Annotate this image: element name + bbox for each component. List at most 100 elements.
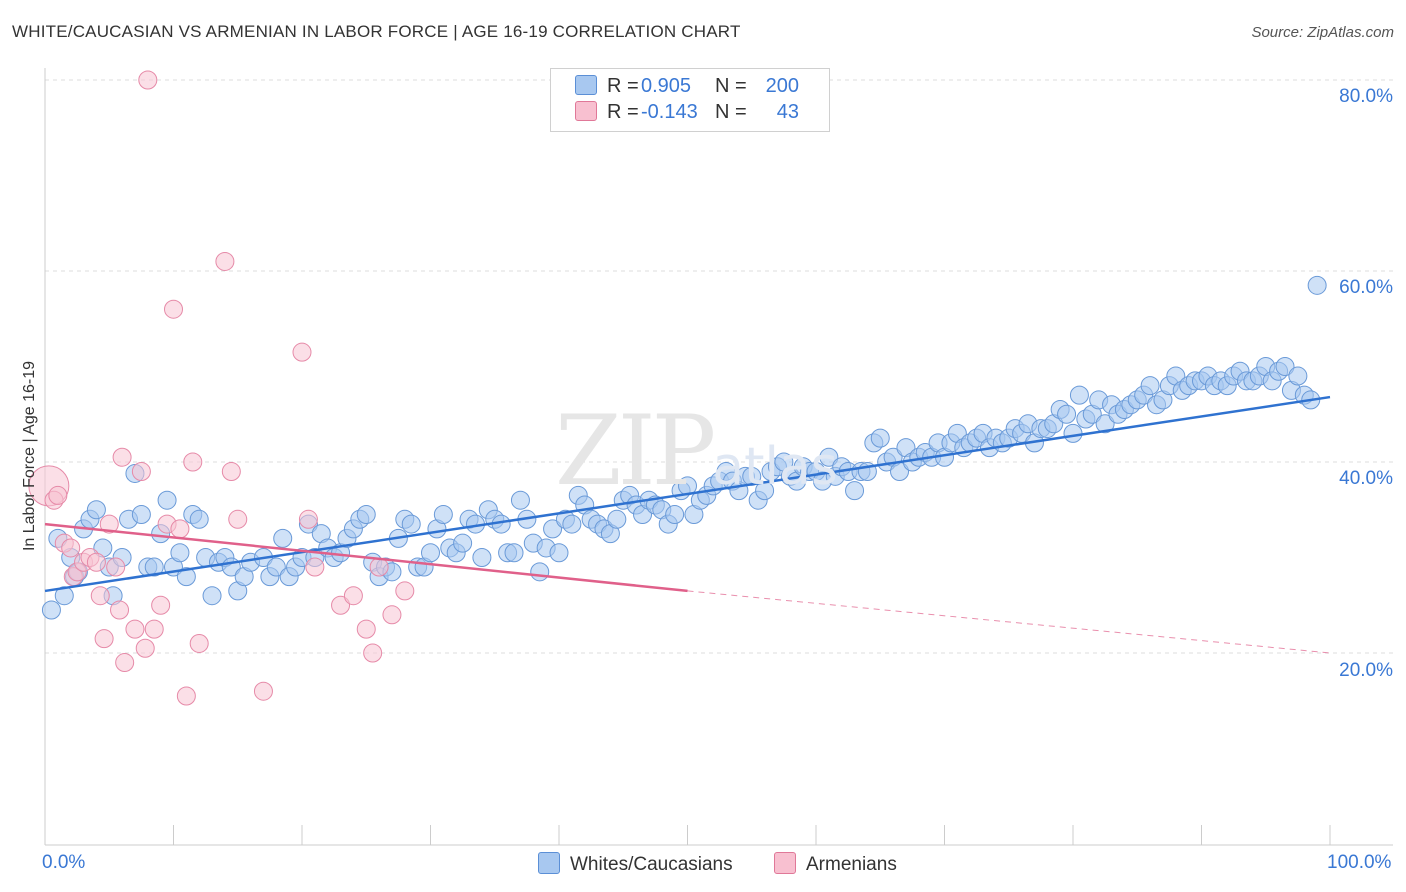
whites-point	[433, 505, 453, 525]
armenians-point	[221, 462, 241, 482]
whites-point	[266, 557, 286, 577]
y-axis-label: In Labor Force | Age 16-19	[21, 360, 38, 552]
armenians-point	[228, 509, 248, 529]
whites-point	[1275, 357, 1295, 376]
armenians-trend-line	[44, 522, 688, 593]
armenians-point	[189, 633, 209, 653]
whites-point	[607, 509, 627, 529]
whites-point	[131, 505, 151, 525]
armenians-point	[395, 581, 415, 601]
armenians-point	[61, 538, 81, 558]
armenians-point	[138, 70, 158, 90]
armenians-point	[356, 619, 376, 639]
whites-point	[356, 505, 376, 525]
armenians-point	[292, 342, 312, 362]
whites-trend-line	[44, 395, 1331, 593]
x-tick-max: 100.0%	[1327, 852, 1392, 873]
whites-point	[401, 514, 421, 534]
armenians-point	[298, 509, 318, 529]
armenians-point	[343, 586, 363, 606]
armenians-series	[28, 70, 415, 706]
whites-point	[549, 543, 569, 563]
whites-point	[472, 548, 492, 567]
armenians-point	[215, 251, 235, 271]
armenians-point	[131, 462, 151, 482]
armenians-point	[151, 595, 171, 615]
whites-point	[504, 543, 524, 563]
source-label: Source: ZipAtlas.com	[1251, 24, 1394, 41]
whites-point	[421, 543, 440, 563]
armenians-point	[94, 629, 114, 649]
armenians-point	[176, 686, 196, 706]
armenians-point	[331, 595, 351, 615]
y-tick-60: 60.0%	[1339, 277, 1393, 298]
whites-point	[144, 557, 164, 577]
whites-point	[170, 543, 190, 563]
whites-point	[1063, 423, 1083, 443]
whites-point	[189, 509, 209, 529]
x-tick-min: 0.0%	[42, 852, 86, 873]
armenians-point	[125, 619, 145, 639]
whites-legend-swatch	[538, 852, 560, 874]
whites-point	[86, 500, 106, 520]
armenians-legend-swatch	[774, 852, 796, 874]
armenians-point	[170, 519, 190, 539]
armenians-point	[112, 447, 132, 467]
whites-point	[54, 586, 74, 606]
whites-point	[562, 514, 582, 534]
y-tick-20: 20.0%	[1339, 660, 1393, 681]
whites-n-value: 200	[765, 75, 799, 97]
armenians-point	[305, 557, 325, 577]
armenians-point	[144, 619, 164, 639]
whites-point	[157, 490, 177, 510]
legend-row-armenians: R = -0.143 N = 43	[575, 101, 799, 125]
armenians-point	[164, 299, 183, 319]
whites-point	[1140, 376, 1160, 396]
whites-point	[202, 586, 222, 606]
whites-swatch	[575, 75, 597, 95]
chart-title: WHITE/CAUCASIAN VS ARMENIAN IN LABOR FOR…	[12, 22, 741, 41]
axes	[44, 68, 1393, 846]
armenians-point	[183, 452, 203, 472]
whites-point	[870, 428, 890, 448]
whites-point	[845, 481, 865, 501]
whites-point	[543, 519, 563, 539]
legend-item-whites: Whites/Caucasians	[538, 852, 733, 876]
armenians-point	[253, 681, 273, 701]
watermark: ZIPatlas	[555, 395, 838, 507]
armenians-point	[86, 552, 106, 572]
armenians-r-value: -0.143	[641, 101, 698, 123]
trend-lines	[44, 395, 1331, 654]
armenians-point	[90, 586, 110, 606]
armenians-point	[115, 653, 135, 673]
whites-r-value: 0.905	[641, 75, 692, 97]
armenians-point	[99, 514, 119, 534]
whites-point	[665, 505, 685, 525]
whites-point	[176, 567, 196, 587]
armenians-n-value: 43	[776, 101, 799, 123]
legend-row-whites: R = 0.905 N = 200	[575, 75, 799, 99]
armenians-point	[363, 643, 383, 663]
armenians-swatch	[575, 101, 597, 121]
whites-point	[1057, 404, 1077, 424]
whites-point	[273, 528, 293, 548]
legend-item-armenians: Armenians	[774, 852, 897, 876]
whites-point	[453, 533, 473, 553]
y-tick-40: 40.0%	[1339, 468, 1393, 489]
y-tick-80: 80.0%	[1339, 86, 1393, 107]
armenians-point	[382, 605, 402, 625]
whites-point	[819, 447, 839, 467]
whites-point	[1069, 385, 1089, 405]
armenians-point	[135, 638, 155, 658]
correlation-legend: R = 0.905 N = 200 R = -0.143 N = 43	[550, 68, 830, 132]
armenians-point	[48, 485, 68, 505]
whites-point	[510, 490, 530, 510]
whites-point	[1288, 366, 1308, 386]
armenians-trend-extension	[687, 590, 1331, 654]
whites-point	[1307, 275, 1327, 295]
whites-point	[530, 562, 550, 582]
armenians-point	[369, 557, 389, 577]
armenians-point	[106, 557, 126, 577]
whites-point	[1095, 414, 1115, 434]
